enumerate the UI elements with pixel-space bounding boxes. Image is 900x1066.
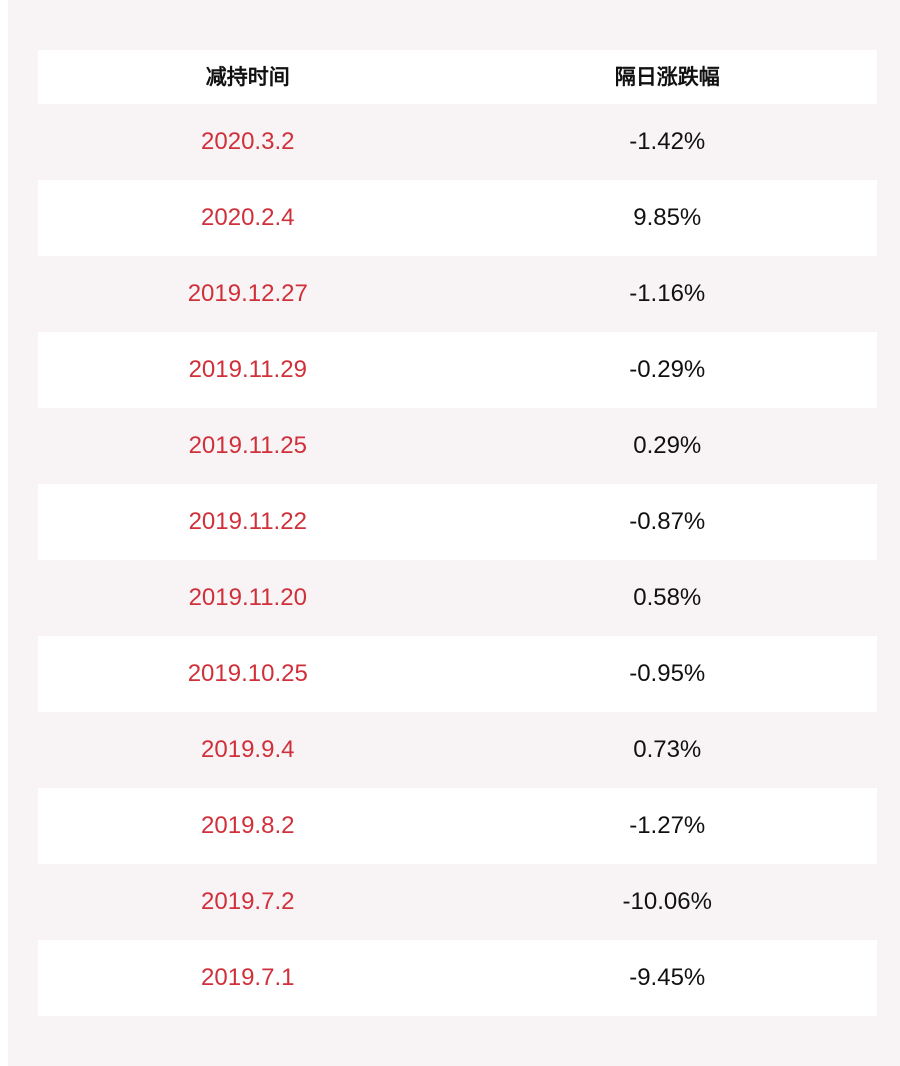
reduction-date: 2019.9.4 <box>201 736 295 763</box>
next-day-change: -1.27% <box>629 812 706 839</box>
reduction-date: 2020.2.4 <box>201 204 295 231</box>
next-day-change: 0.29% <box>633 432 702 459</box>
next-day-change: 0.73% <box>633 736 702 763</box>
header-next-day-change: 隔日涨跌幅 <box>614 64 720 89</box>
reduction-date: 2019.12.27 <box>187 280 308 307</box>
next-day-change: -1.16% <box>629 280 706 307</box>
header-reduction-time: 减持时间 <box>205 64 290 89</box>
table-row: 2019.12.27 -1.16% <box>38 256 877 332</box>
table-row: 2019.8.2 -1.27% <box>38 788 877 864</box>
table-row: 2019.11.25 0.29% <box>38 408 877 484</box>
table-row: 2019.7.2 -10.06% <box>38 864 877 940</box>
table-row: 2019.11.20 0.58% <box>38 560 877 636</box>
reduction-date: 2019.10.25 <box>187 660 308 687</box>
table-row: 2019.11.29 -0.29% <box>38 332 877 408</box>
reduction-date: 2019.7.1 <box>201 964 295 991</box>
reduction-date: 2019.11.25 <box>188 432 307 459</box>
reduction-date: 2020.3.2 <box>201 128 295 155</box>
table-body: 2020.3.2 -1.42% 2020.2.4 9.85% 2019.12.27 -1.… <box>38 104 877 1016</box>
reduction-date: 2019.7.2 <box>201 888 295 915</box>
next-day-change: -0.29% <box>629 356 706 383</box>
reduction-date: 2019.11.20 <box>188 584 307 611</box>
table-row: 2019.9.4 0.73% <box>38 712 877 788</box>
next-day-change: -10.06% <box>622 888 712 915</box>
next-day-change: -9.45% <box>629 964 706 991</box>
reduction-date: 2019.11.29 <box>188 356 307 383</box>
table-row: 2019.7.1 -9.45% <box>38 940 877 1016</box>
table-row: 2019.10.25 -0.95% <box>38 636 877 712</box>
table-row: 2020.2.4 9.85% <box>38 180 877 256</box>
table-panel: 减持时间 隔日涨跌幅 2020.3.2 -1.42% 2020.2.4 9.85% 20… <box>8 0 900 1066</box>
next-day-change: 9.85% <box>633 204 702 231</box>
next-day-change: -0.87% <box>629 508 706 535</box>
next-day-change: 0.58% <box>633 584 702 611</box>
reduction-date: 2019.11.22 <box>188 508 307 535</box>
table-header-row: 减持时间 隔日涨跌幅 <box>38 50 877 104</box>
reduction-date: 2019.8.2 <box>201 812 295 839</box>
reduction-table: 减持时间 隔日涨跌幅 2020.3.2 -1.42% 2020.2.4 9.85% 20… <box>38 50 877 1016</box>
table-row: 2019.11.22 -0.87% <box>38 484 877 560</box>
next-day-change: -1.42% <box>629 128 706 155</box>
next-day-change: -0.95% <box>629 660 706 687</box>
table-row: 2020.3.2 -1.42% <box>38 104 877 180</box>
